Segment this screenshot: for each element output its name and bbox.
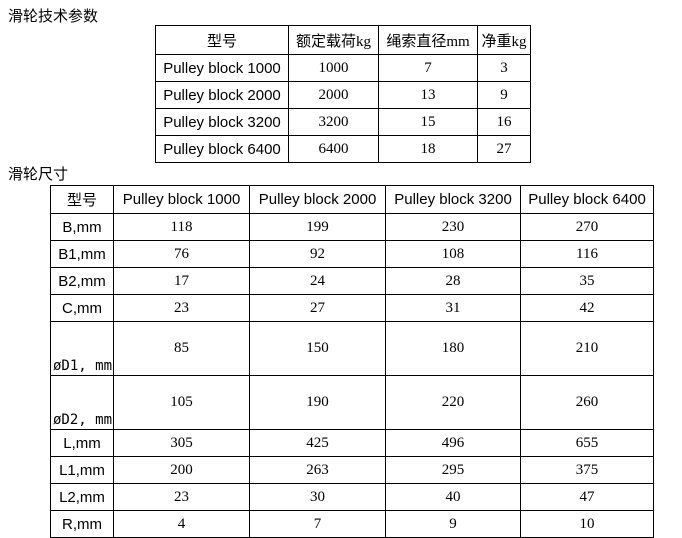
col-header-model: 型号 <box>49 185 115 214</box>
cell-value: 180 <box>385 321 522 376</box>
cell-rated-load: 3200 <box>288 108 379 136</box>
table-row: øD1, mm 85 150 180 210 <box>49 321 655 376</box>
cell-rope-diameter: 7 <box>378 54 478 82</box>
cell-value: 4 <box>113 510 251 538</box>
cell-value: 23 <box>113 294 251 322</box>
cell-value: 105 <box>113 375 251 430</box>
cell-value: 116 <box>520 240 655 268</box>
cell-param: R,mm <box>49 510 115 538</box>
cell-rope-diameter: 15 <box>378 108 478 136</box>
col-header-rated-load: 额定载荷kg <box>288 25 379 55</box>
cell-param: øD1, mm <box>49 321 115 376</box>
cell-value: 108 <box>385 240 522 268</box>
cell-value: 35 <box>520 267 655 295</box>
col-header-rope-diameter: 绳索直径mm <box>378 25 478 55</box>
table-row: B,mm 118 199 230 270 <box>49 213 655 241</box>
cell-value: 210 <box>520 321 655 376</box>
table-row: L1,mm 200 263 295 375 <box>49 456 655 484</box>
cell-value: 9 <box>385 510 522 538</box>
cell-value: 496 <box>385 429 522 457</box>
col-header-pb6400: Pulley block 6400 <box>520 185 655 214</box>
cell-model: Pulley block 3200 <box>155 108 289 136</box>
cell-value: 190 <box>249 375 387 430</box>
table-row: L2,mm 23 30 40 47 <box>49 483 655 511</box>
tech-params-title: 滑轮技术参数 <box>8 9 99 25</box>
cell-value: 23 <box>113 483 251 511</box>
col-header-pb2000: Pulley block 2000 <box>249 185 387 214</box>
table-row: C,mm 23 27 31 42 <box>49 294 655 322</box>
cell-value: 220 <box>385 375 522 430</box>
cell-value: 305 <box>113 429 251 457</box>
cell-value: 40 <box>385 483 522 511</box>
cell-model: Pulley block 6400 <box>155 135 289 163</box>
dimensions-table: 型号 Pulley block 1000 Pulley block 2000 P… <box>49 185 655 538</box>
cell-value: 85 <box>113 321 251 376</box>
cell-value: 150 <box>249 321 387 376</box>
cell-rated-load: 1000 <box>288 54 379 82</box>
cell-value: 230 <box>385 213 522 241</box>
cell-value: 76 <box>113 240 251 268</box>
cell-param: C,mm <box>49 294 115 322</box>
cell-model: Pulley block 1000 <box>155 54 289 82</box>
cell-net-weight: 9 <box>477 81 531 109</box>
cell-value: 17 <box>113 267 251 295</box>
cell-value: 10 <box>520 510 655 538</box>
cell-param: øD2, mm <box>49 375 115 430</box>
table-row: Pulley block 6400 6400 18 27 <box>155 135 531 163</box>
tech-params-table: 型号 额定载荷kg 绳索直径mm 净重kg Pulley block 1000 … <box>155 25 531 163</box>
table-row: Pulley block 3200 3200 15 16 <box>155 108 531 136</box>
cell-model: Pulley block 2000 <box>155 81 289 109</box>
table-row: L,mm 305 425 496 655 <box>49 429 655 457</box>
table-row: Pulley block 2000 2000 13 9 <box>155 81 531 109</box>
col-header-net-weight: 净重kg <box>477 25 531 55</box>
cell-net-weight: 27 <box>477 135 531 163</box>
dimensions-title: 滑轮尺寸 <box>8 167 69 183</box>
cell-param: B1,mm <box>49 240 115 268</box>
cell-rope-diameter: 18 <box>378 135 478 163</box>
cell-value: 28 <box>385 267 522 295</box>
cell-value: 295 <box>385 456 522 484</box>
cell-value: 655 <box>520 429 655 457</box>
cell-net-weight: 16 <box>477 108 531 136</box>
cell-value: 92 <box>249 240 387 268</box>
cell-value: 200 <box>113 456 251 484</box>
col-header-pb1000: Pulley block 1000 <box>113 185 251 214</box>
cell-value: 375 <box>520 456 655 484</box>
dimensions-header-row: 型号 Pulley block 1000 Pulley block 2000 P… <box>49 185 655 214</box>
cell-value: 260 <box>520 375 655 430</box>
table-row: Pulley block 1000 1000 7 3 <box>155 54 531 82</box>
cell-value: 31 <box>385 294 522 322</box>
cell-rated-load: 2000 <box>288 81 379 109</box>
cell-value: 24 <box>249 267 387 295</box>
table-row: øD2, mm 105 190 220 260 <box>49 375 655 430</box>
cell-param: L2,mm <box>49 483 115 511</box>
col-header-model: 型号 <box>155 25 289 55</box>
cell-value: 199 <box>249 213 387 241</box>
cell-net-weight: 3 <box>477 54 531 82</box>
cell-value: 263 <box>249 456 387 484</box>
cell-rated-load: 6400 <box>288 135 379 163</box>
cell-value: 47 <box>520 483 655 511</box>
table-row: B2,mm 17 24 28 35 <box>49 267 655 295</box>
col-header-pb3200: Pulley block 3200 <box>385 185 522 214</box>
cell-value: 425 <box>249 429 387 457</box>
cell-param: B,mm <box>49 213 115 241</box>
tech-params-header-row: 型号 额定载荷kg 绳索直径mm 净重kg <box>155 25 531 55</box>
table-row: R,mm 4 7 9 10 <box>49 510 655 538</box>
cell-value: 42 <box>520 294 655 322</box>
cell-value: 118 <box>113 213 251 241</box>
cell-value: 7 <box>249 510 387 538</box>
cell-value: 30 <box>249 483 387 511</box>
cell-param: B2,mm <box>49 267 115 295</box>
cell-rope-diameter: 13 <box>378 81 478 109</box>
table-row: B1,mm 76 92 108 116 <box>49 240 655 268</box>
cell-param: L1,mm <box>49 456 115 484</box>
cell-value: 27 <box>249 294 387 322</box>
cell-param: L,mm <box>49 429 115 457</box>
cell-value: 270 <box>520 213 655 241</box>
